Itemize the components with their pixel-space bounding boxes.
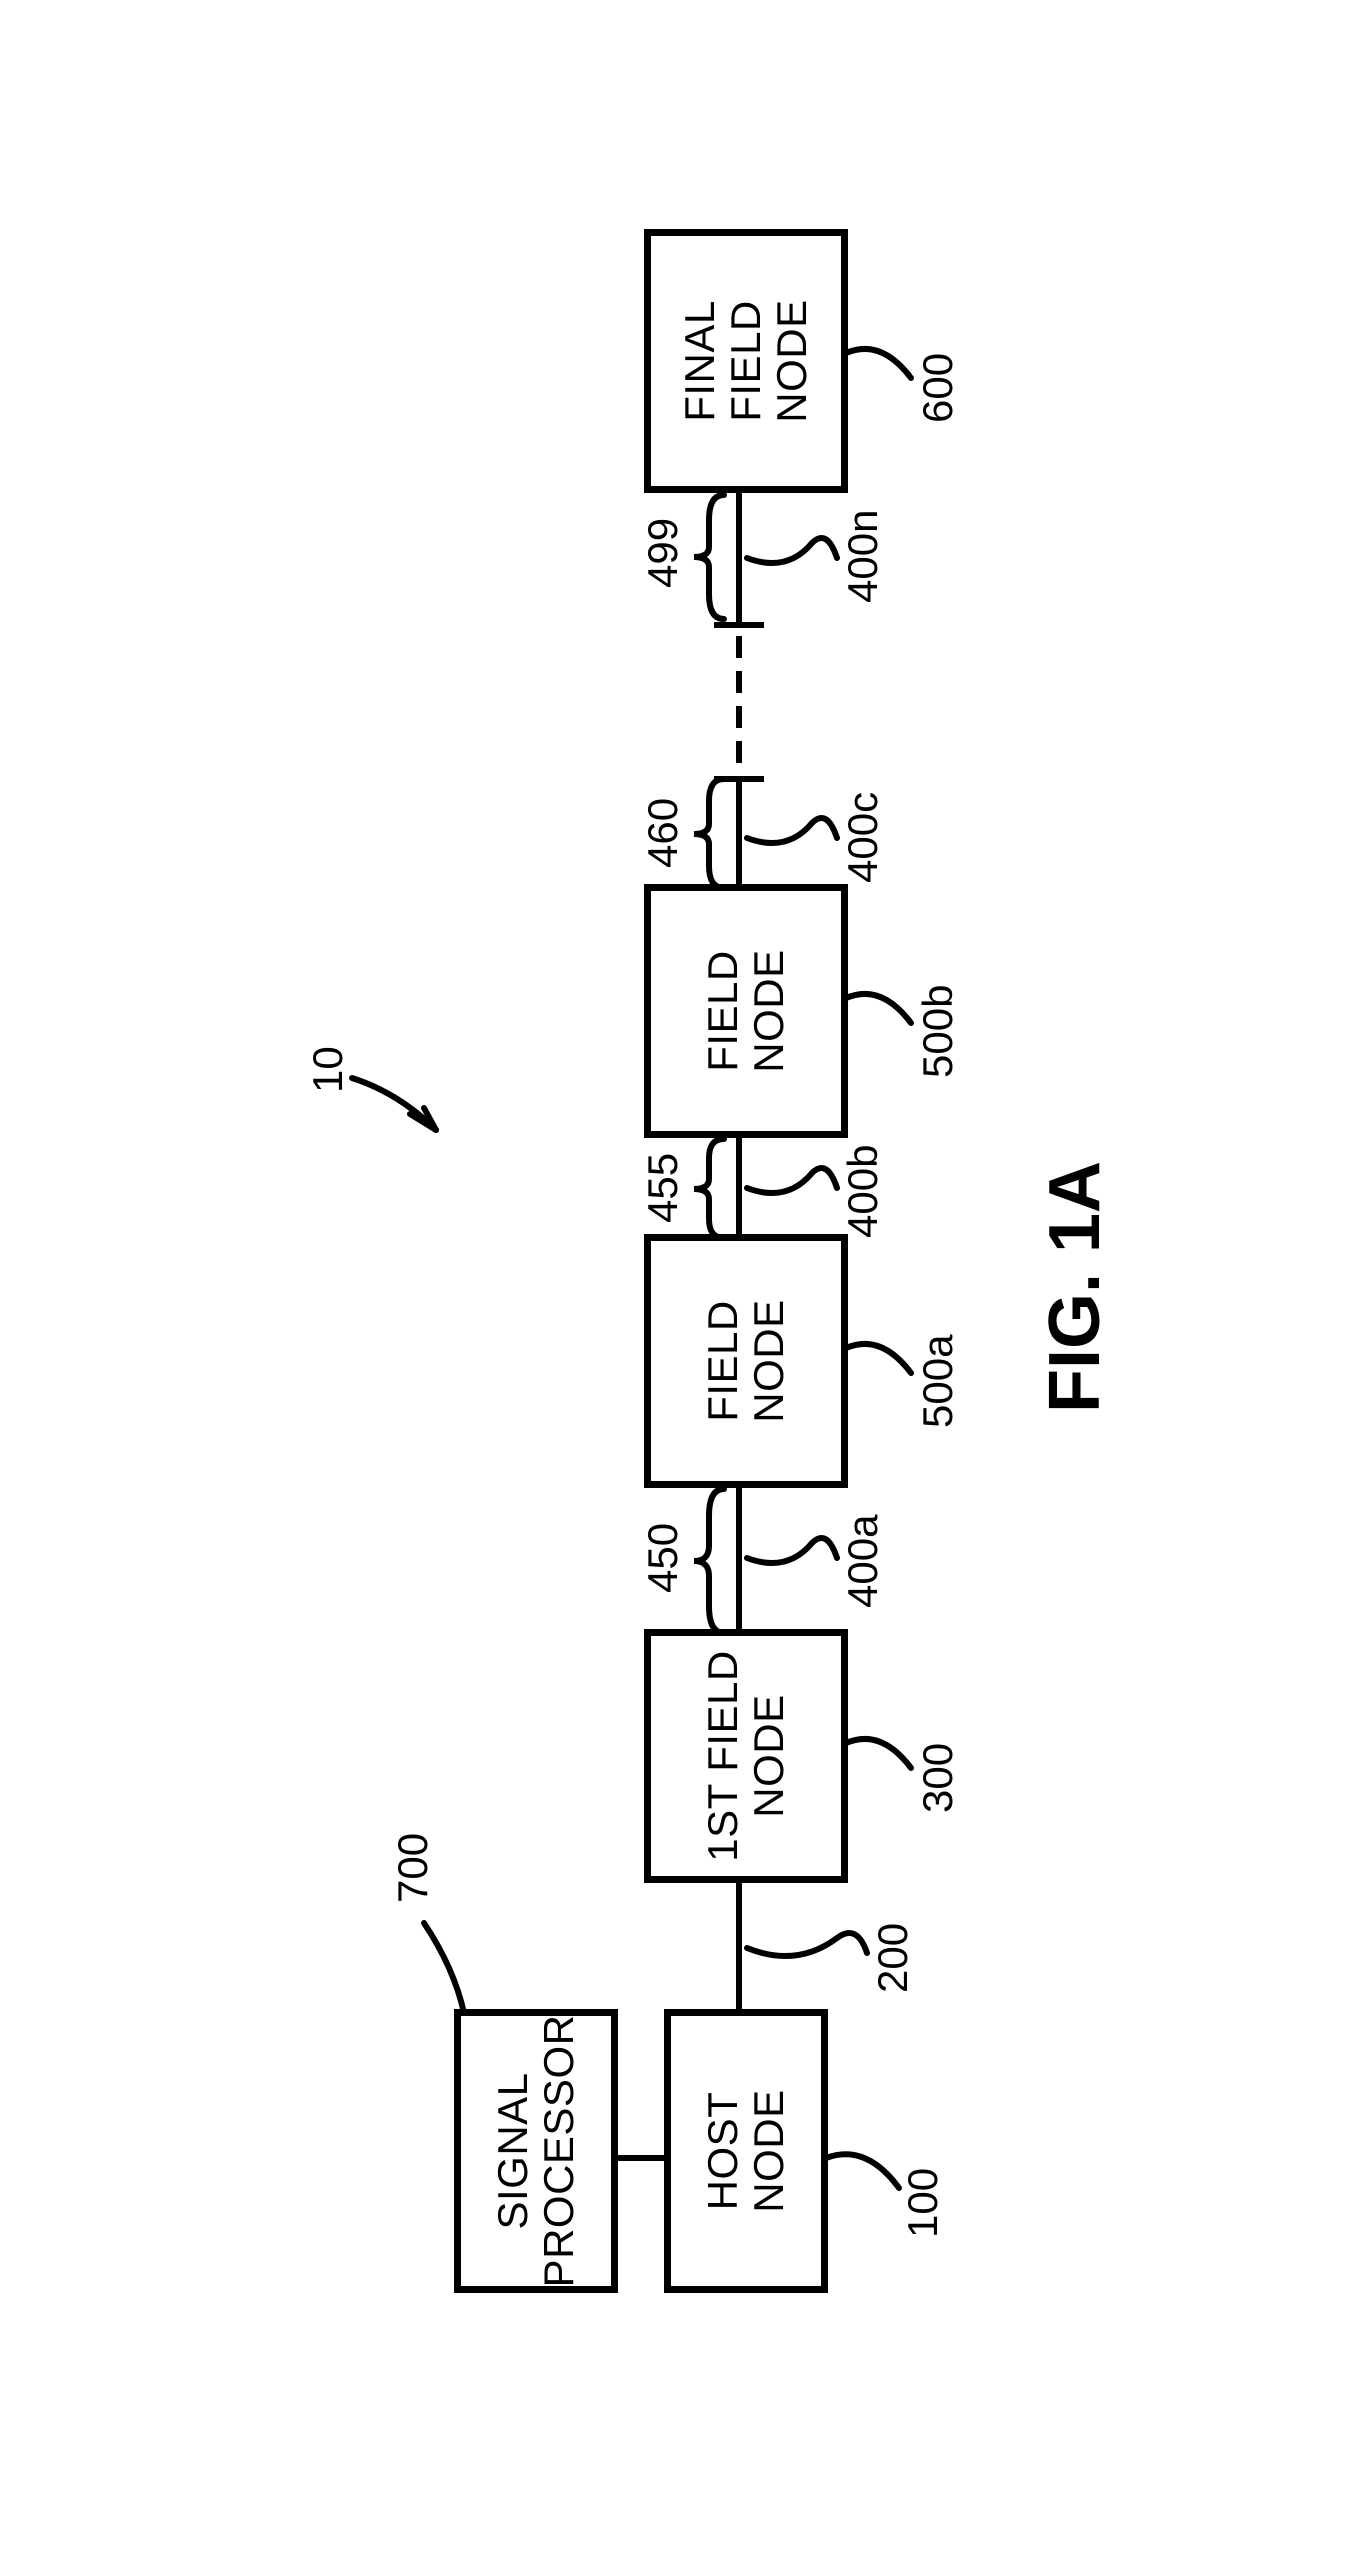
lead-400c	[742, 783, 842, 873]
connector-200	[736, 1881, 742, 2016]
field-node-a-line1: FIELD	[698, 1300, 745, 1422]
brace-455	[689, 1136, 729, 1241]
field-node-b-line1: FIELD	[698, 950, 745, 1072]
final-field-node-line2: NODE	[768, 299, 815, 422]
brace-label-455: 455	[639, 1152, 687, 1222]
diagram-canvas: 10 SIGNAL PROCESSOR 700 HOST NODE 100 20…	[234, 183, 1134, 2383]
signal-processor-line2: PROCESSOR	[535, 2014, 582, 2287]
lead-200	[742, 1893, 872, 1993]
dash-1	[736, 741, 742, 763]
field-node-b-box: FIELD NODE	[644, 884, 848, 1138]
brace-label-450: 450	[639, 1522, 687, 1592]
ref-400n: 400n	[839, 509, 887, 602]
final-field-node-line1: FINAL FIELD	[675, 300, 768, 422]
field-node-b-line2: NODE	[745, 949, 792, 1072]
ref-500b: 500b	[914, 984, 962, 1077]
tick-499	[714, 622, 764, 628]
ref-100: 100	[899, 2167, 947, 2237]
lead-700	[414, 1898, 474, 2018]
lead-100	[821, 2123, 911, 2203]
connector-499	[736, 492, 742, 622]
connector-455	[736, 1136, 742, 1241]
ref-700: 700	[389, 1832, 437, 1902]
ref-400c: 400c	[839, 791, 887, 882]
lead-400b	[742, 1133, 842, 1223]
brace-label-499: 499	[639, 517, 687, 587]
ref-500a: 500a	[914, 1334, 962, 1427]
dash-4	[736, 636, 742, 658]
lead-500b	[841, 958, 921, 1038]
brace-460	[689, 776, 729, 891]
signal-processor-line1: SIGNAL	[488, 2072, 535, 2229]
lead-400a	[742, 1503, 842, 1593]
field-node-a-line2: NODE	[745, 1299, 792, 1422]
lead-400n	[742, 503, 842, 593]
dash-3	[736, 671, 742, 693]
brace-450	[689, 1486, 729, 1636]
ref-600: 600	[914, 352, 962, 422]
final-field-node-box: FINAL FIELD NODE	[644, 229, 848, 493]
connector-450	[736, 1486, 742, 1636]
field-node-a-box: FIELD NODE	[644, 1234, 848, 1488]
lead-500a	[841, 1308, 921, 1388]
ref-300: 300	[914, 1742, 962, 1812]
first-field-node-line1: 1ST FIELD	[698, 1650, 745, 1861]
host-node-line1: HOST	[698, 2091, 745, 2210]
connector-460	[736, 776, 742, 891]
lead-600	[841, 313, 921, 393]
first-field-node-box: 1ST FIELD NODE	[644, 1629, 848, 1883]
ref-400a: 400a	[839, 1514, 887, 1607]
dash-2	[736, 706, 742, 728]
connector-sp-host	[611, 2155, 671, 2161]
ref-400b: 400b	[839, 1144, 887, 1237]
host-node-box: HOST NODE	[664, 2009, 828, 2293]
host-node-line2: NODE	[745, 2089, 792, 2212]
figure-id-arrow	[344, 1058, 454, 1148]
signal-processor-box: SIGNAL PROCESSOR	[454, 2009, 618, 2293]
first-field-node-line2: NODE	[745, 1694, 792, 1817]
brace-label-460: 460	[639, 797, 687, 867]
figure-caption: FIG. 1A	[1034, 1160, 1116, 1412]
ref-200: 200	[869, 1922, 917, 1992]
brace-499	[689, 492, 729, 622]
lead-300	[841, 1703, 921, 1783]
